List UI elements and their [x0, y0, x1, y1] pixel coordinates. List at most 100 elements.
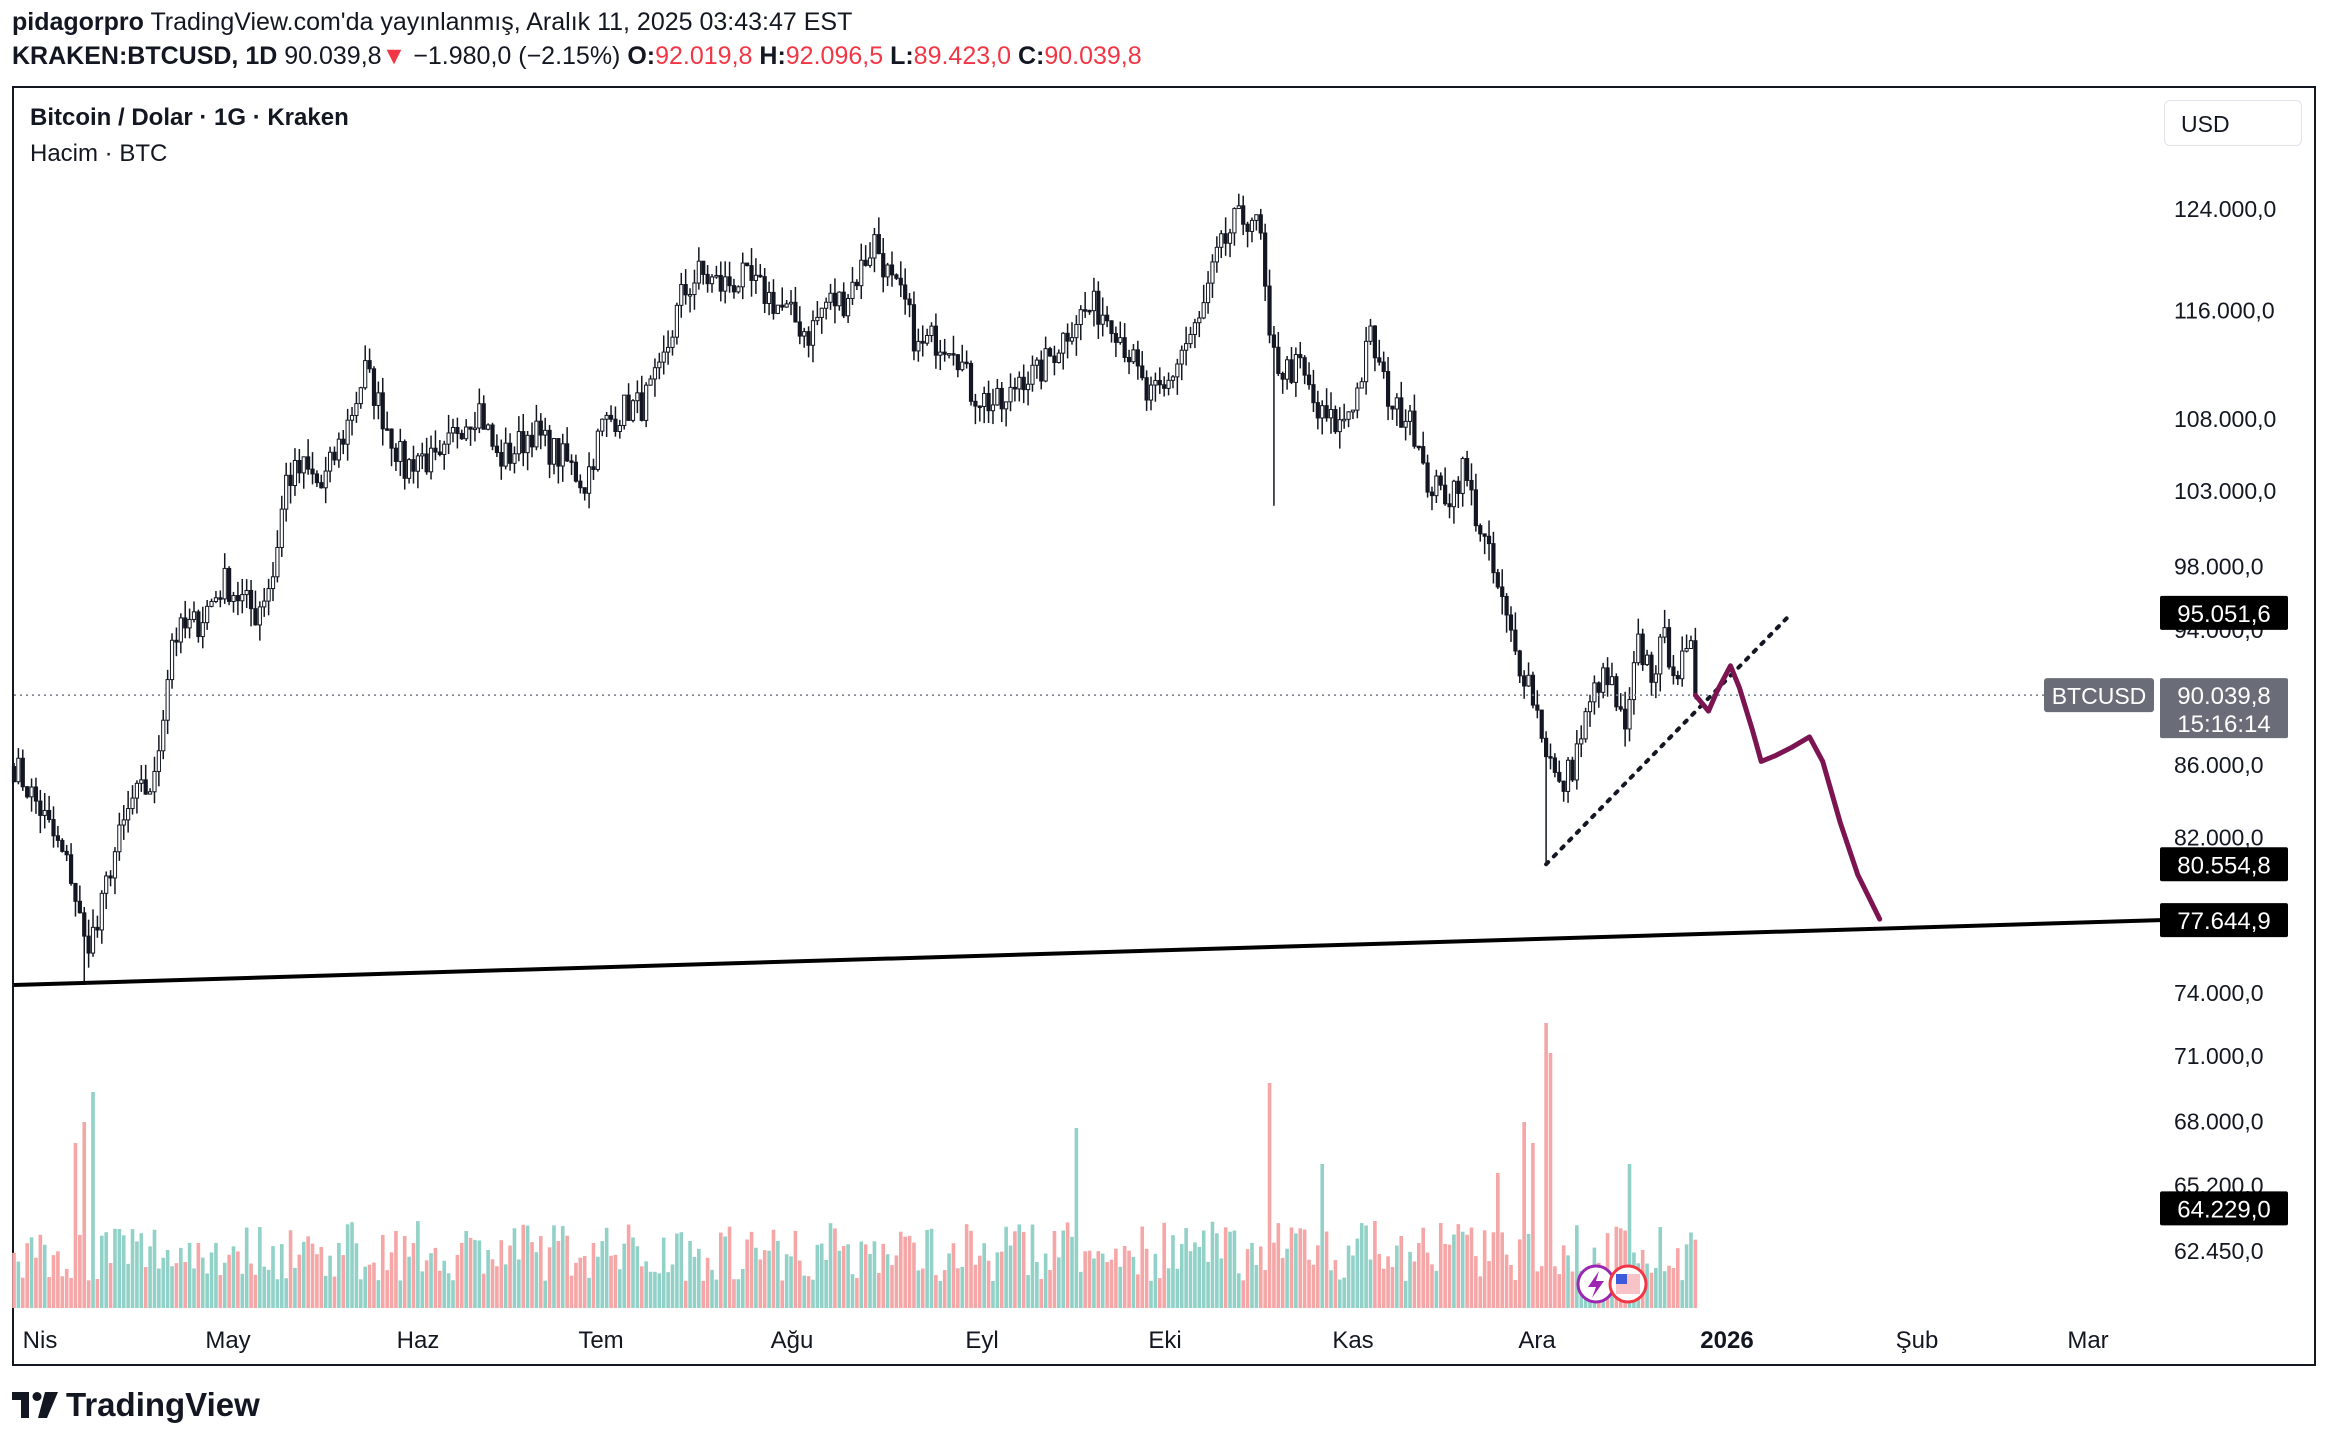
candle-body	[986, 392, 991, 412]
volume-bar	[898, 1231, 903, 1308]
volume-bar	[934, 1275, 938, 1308]
candle-body	[1271, 334, 1277, 348]
candle-body	[1021, 376, 1026, 391]
time-axis[interactable]: Nis May Haz Tem Ağu Eyl Eki Kas Ara 2026 Şub Mar	[23, 1327, 2109, 1354]
volume-bar	[73, 1143, 78, 1308]
volume-bar	[1614, 1226, 1619, 1308]
candle-body	[745, 262, 750, 267]
candle-body	[793, 301, 798, 323]
volume-bar	[130, 1229, 135, 1308]
event-icons[interactable]	[1576, 1264, 1648, 1304]
volume-bar	[1693, 1239, 1698, 1308]
candle-body	[692, 282, 697, 296]
volume-bar	[833, 1228, 837, 1308]
candle-body	[257, 606, 262, 626]
volume-bar	[200, 1257, 205, 1308]
volume-bar	[1359, 1223, 1364, 1308]
volume-bar	[288, 1230, 293, 1308]
candle-body	[916, 340, 921, 352]
volume-bar	[218, 1275, 223, 1308]
volume-bar	[881, 1243, 886, 1308]
series-title[interactable]: Bitcoin / Dolar · 1G · Kraken	[30, 104, 349, 131]
open-label: O:	[627, 42, 656, 70]
candle-body	[951, 353, 956, 356]
volume-bar	[192, 1268, 196, 1308]
chart-legend[interactable]: Bitcoin / Dolar · 1G · Kraken Hacim · BT…	[30, 104, 349, 168]
candle-body	[1166, 379, 1171, 389]
volume-bar	[798, 1260, 802, 1308]
candle-body	[551, 438, 557, 465]
volume-bar	[1166, 1268, 1171, 1308]
candle-body	[341, 438, 346, 445]
candle-body	[1666, 627, 1672, 668]
volume-bar	[1482, 1230, 1487, 1308]
price-label-text: 64.229,0	[2177, 1196, 2270, 1223]
volume-bar	[1298, 1228, 1303, 1308]
volume-bar	[512, 1228, 517, 1308]
candle-body	[86, 935, 91, 954]
tradingview-logo[interactable]: TradingView	[12, 1386, 260, 1424]
forecast-drawing[interactable]	[1692, 663, 1883, 922]
volume-bar	[60, 1276, 65, 1308]
volume-bar	[293, 1267, 297, 1308]
volume-bar	[135, 1241, 139, 1308]
candle-body	[683, 284, 688, 296]
volume-bar	[644, 1261, 648, 1308]
author-name[interactable]: pidagorpro	[12, 8, 144, 36]
candle-body	[1504, 595, 1509, 616]
support-trendline[interactable]	[13, 918, 2161, 988]
volume-bar	[214, 1242, 218, 1308]
candle-body	[1350, 409, 1356, 413]
volume-bar	[1250, 1242, 1254, 1308]
candle-body	[411, 459, 416, 472]
volume-bar	[170, 1266, 174, 1308]
candle-body	[569, 460, 574, 463]
volume-bar	[1478, 1276, 1483, 1308]
candle-body	[358, 387, 363, 405]
candle-body	[960, 361, 965, 371]
volume-bar	[389, 1252, 394, 1308]
candle-body	[73, 882, 78, 902]
candle-body	[499, 452, 504, 467]
volume-bar	[209, 1252, 214, 1308]
volume-bar	[1438, 1222, 1443, 1308]
volume-bar	[1522, 1122, 1526, 1308]
candle-body	[1548, 756, 1553, 759]
volume-bar	[828, 1223, 833, 1308]
volume-bar	[1390, 1266, 1395, 1308]
volume-bar	[758, 1259, 763, 1308]
volume-legend[interactable]: Hacim · BTC	[30, 140, 168, 167]
price-axis[interactable]: 124.000,0 116.000,0 108.000,0 103.000,0 98.0…	[2174, 196, 2276, 1264]
symbol-label[interactable]: KRAKEN:BTCUSD, 1D	[12, 42, 278, 70]
volume-bar	[907, 1235, 912, 1308]
volume-bar	[1355, 1238, 1360, 1308]
volume-bar	[495, 1266, 499, 1308]
volume-bar	[174, 1263, 179, 1308]
candle-body	[455, 426, 460, 434]
volume-bar	[56, 1251, 60, 1308]
volume-bar	[1517, 1239, 1522, 1308]
volume-bar	[1035, 1262, 1039, 1308]
candle-body	[1061, 332, 1066, 354]
candle-body	[1631, 662, 1637, 701]
candle-body	[1640, 633, 1645, 666]
candle-body	[231, 595, 236, 602]
volume-bar	[912, 1242, 916, 1308]
chart-frame[interactable]	[12, 86, 2316, 1366]
candle-body	[1170, 376, 1176, 381]
candle-body	[1464, 458, 1470, 481]
volume-bar	[380, 1234, 385, 1308]
rising-dotted-trendline[interactable]	[1544, 610, 1794, 867]
candle-body	[828, 292, 833, 303]
volume-bar	[736, 1279, 741, 1308]
currency-button[interactable]: USD	[2164, 100, 2302, 146]
candle-body	[622, 394, 627, 426]
candle-body	[608, 414, 614, 420]
candle-body	[33, 786, 39, 802]
candle-body	[1306, 374, 1312, 386]
candle-body	[652, 367, 658, 380]
symbol-tag-box	[2044, 678, 2154, 713]
volume-bar	[1061, 1230, 1066, 1308]
volume-bar	[1267, 1083, 1272, 1308]
